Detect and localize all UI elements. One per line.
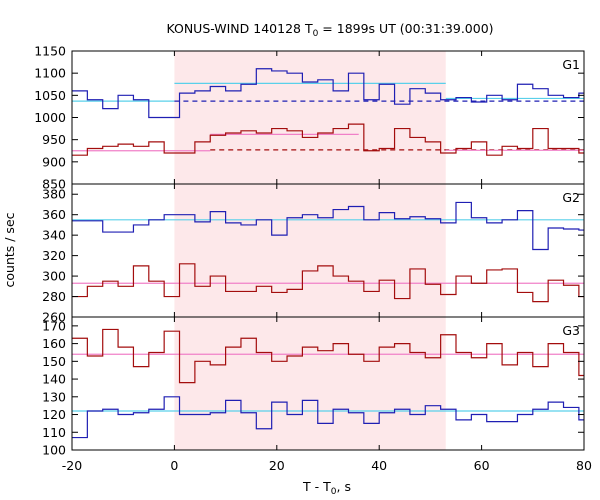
xtick-label: 40 bbox=[371, 458, 387, 473]
panel-G2-series-red bbox=[72, 263, 584, 303]
panel-G3-ytick-label: 140 bbox=[42, 372, 66, 387]
panel-G2-ytick-label: 280 bbox=[42, 289, 66, 304]
panel-G2-ytick-label: 300 bbox=[42, 269, 66, 284]
panel-G1-ytick-label: 1100 bbox=[34, 66, 66, 81]
chart-title-main: KONUS-WIND 140128 T bbox=[166, 21, 312, 36]
panel-G3-ytick-label: 150 bbox=[42, 354, 66, 369]
panel-G1-label: G1 bbox=[562, 57, 580, 72]
panel-G2-ytick-label: 360 bbox=[42, 207, 66, 222]
panel-G3-series-blue bbox=[72, 396, 584, 439]
panel-G1-series-red bbox=[72, 123, 584, 156]
shaded-interval bbox=[174, 51, 446, 450]
panel-G1-ytick-label: 900 bbox=[42, 154, 66, 169]
chart-title-rest: = 1899s UT (00:31:39.000) bbox=[318, 21, 493, 36]
xtick-label: 0 bbox=[170, 458, 178, 473]
panel-G1-ytick-label: 1050 bbox=[34, 88, 66, 103]
xtick-label: -20 bbox=[62, 458, 82, 473]
xtick-label: 80 bbox=[576, 458, 592, 473]
panel-G2-label: G2 bbox=[562, 190, 580, 205]
panel-G1-ytick-label: 850 bbox=[42, 177, 66, 192]
x-axis-label-sub: 0 bbox=[331, 487, 337, 497]
panel-G2-ytick-label: 260 bbox=[42, 310, 66, 325]
tick-layer: 8509009501000105011001150260280300320340… bbox=[34, 44, 592, 474]
series-layer bbox=[72, 68, 584, 439]
panel-G2-series-blue bbox=[72, 201, 584, 251]
panel-G3-ytick-label: 170 bbox=[42, 318, 66, 333]
panel-G3-label: G3 bbox=[562, 323, 580, 338]
shaded-interval-layer bbox=[174, 51, 446, 450]
panel-G3-ytick-label: 120 bbox=[42, 407, 66, 422]
y-axis-label: counts / sec bbox=[2, 212, 17, 287]
x-axis-label-rest: , s bbox=[337, 479, 351, 494]
panel-G1-ytick-label: 1000 bbox=[34, 110, 66, 125]
panel-G1-series-blue bbox=[72, 68, 584, 119]
x-axis-label-main: T - T bbox=[302, 479, 331, 494]
chart-title-sub: 0 bbox=[313, 29, 319, 39]
panel-G2-ytick-label: 340 bbox=[42, 228, 66, 243]
panel-G3-ytick-label: 100 bbox=[42, 443, 66, 458]
x-axis-label: T - T0, s bbox=[302, 479, 351, 497]
panel-G2-ytick-label: 380 bbox=[42, 187, 66, 202]
panel-G3-ytick-label: 110 bbox=[42, 425, 66, 440]
xtick-label: 60 bbox=[474, 458, 490, 473]
xtick-label: 20 bbox=[269, 458, 285, 473]
panel-G1-ytick-label: 950 bbox=[42, 132, 66, 147]
panel-G3-ytick-label: 160 bbox=[42, 336, 66, 351]
panel-G1-ytick-label: 1150 bbox=[34, 44, 66, 59]
panel-G3-series-red bbox=[72, 328, 584, 384]
chart-title: KONUS-WIND 140128 T0 = 1899s UT (00:31:3… bbox=[166, 21, 493, 39]
panel-G2-ytick-label: 320 bbox=[42, 248, 66, 263]
panel-G3-frame bbox=[71, 316, 585, 451]
panel-G3-ytick-label: 130 bbox=[42, 389, 66, 404]
